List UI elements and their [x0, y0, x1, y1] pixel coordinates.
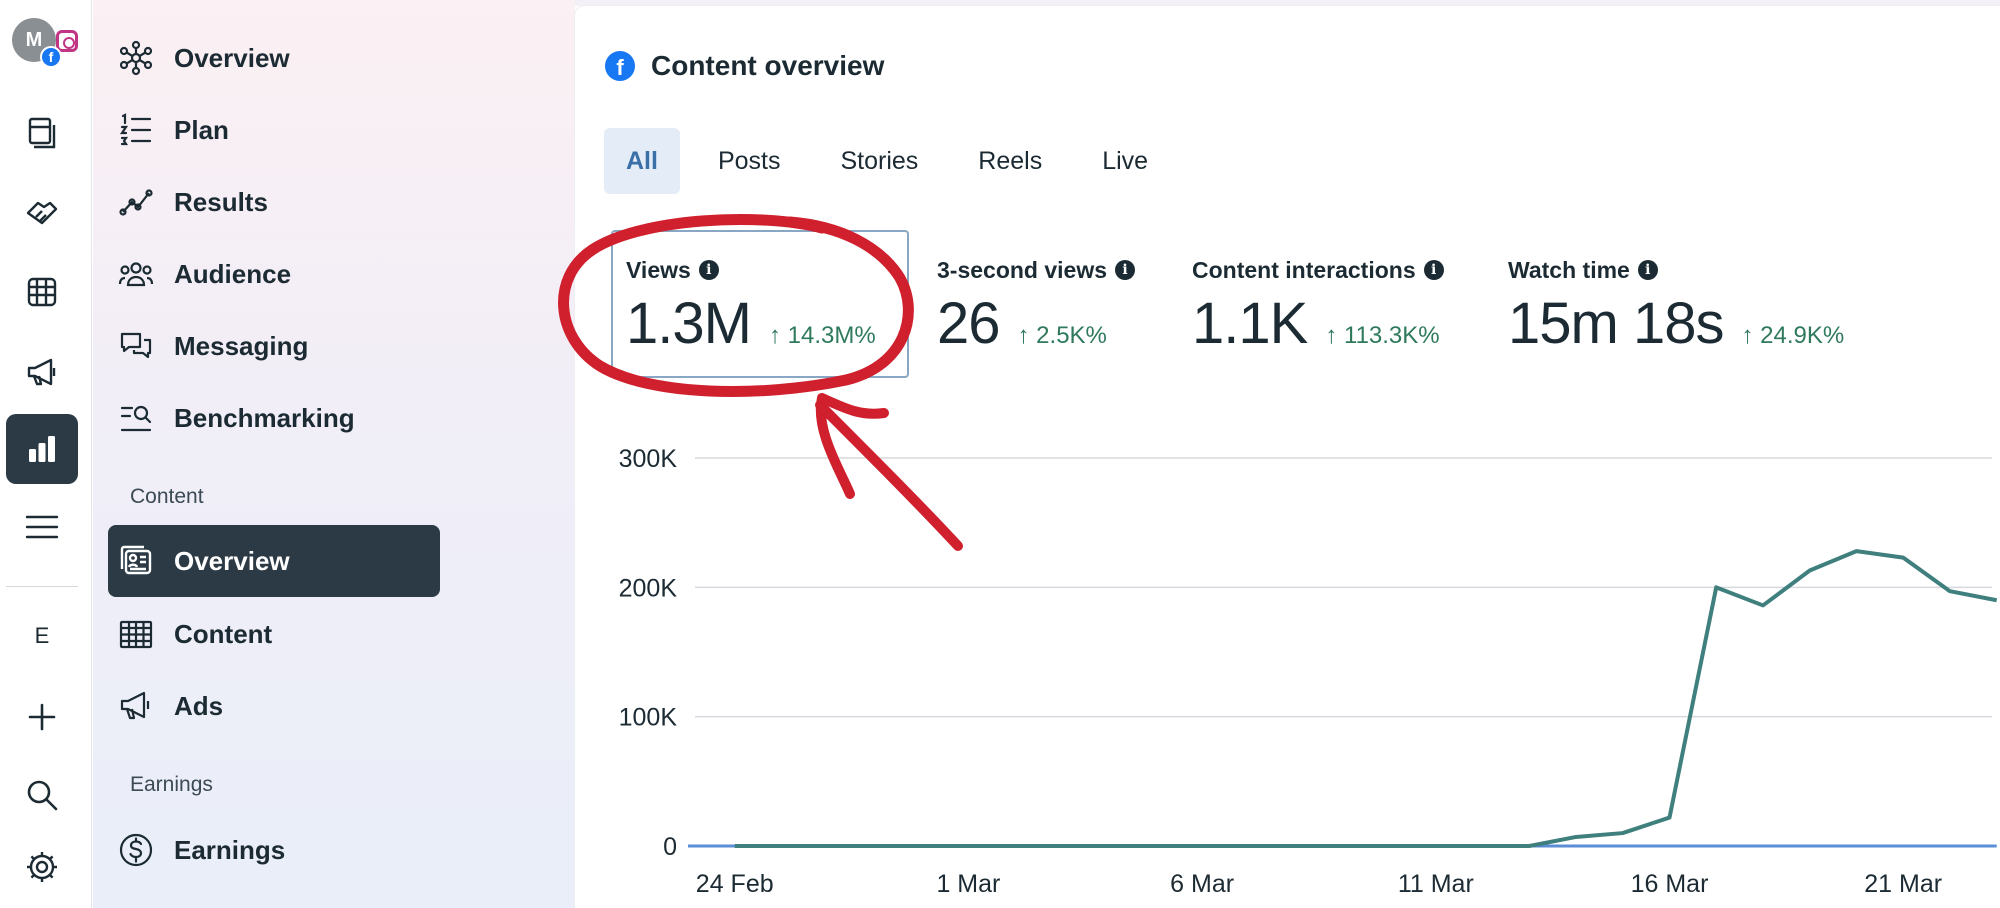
- bar-chart-icon: [29, 436, 55, 462]
- metric-card-watch-time[interactable]: Watch time i 15m 18s ↑ 24.9K%: [1508, 234, 1844, 382]
- sidebar-item-label: Benchmarking: [174, 402, 355, 433]
- sidebar-item-label: Overview: [174, 545, 290, 576]
- line-trend-icon: [116, 182, 156, 222]
- people-icon: [116, 254, 156, 294]
- metric-card-3-second-views[interactable]: 3-second views i 26 ↑ 2.5K%: [937, 234, 1136, 382]
- x-tick-label: 16 Mar: [1631, 870, 1709, 898]
- sidebar-item-label: Ads: [174, 690, 224, 721]
- network-icon: [116, 38, 156, 78]
- tab-reels[interactable]: Reels: [978, 146, 1043, 175]
- top-strip: [575, 0, 2000, 6]
- search-icon: [27, 780, 58, 811]
- sidebar-item-label: Audience: [174, 258, 292, 289]
- info-icon[interactable]: i: [1637, 260, 1658, 280]
- sidebar-item-content[interactable]: Content: [108, 598, 440, 670]
- tab-live[interactable]: Live: [1102, 146, 1149, 175]
- metric-card-views[interactable]: Views i 1.3M ↑ 14.3M%: [611, 230, 909, 378]
- sidebar-section-earnings: Earnings: [130, 773, 213, 796]
- page-title-text: Content overview: [651, 50, 885, 81]
- metric-label: Views i: [626, 252, 907, 288]
- megaphone-icon: [27, 358, 56, 386]
- y-tick-label: 0: [663, 833, 677, 861]
- sidebar-item-content-overview[interactable]: Overview: [108, 525, 440, 597]
- hamburger-menu-icon: [25, 515, 59, 539]
- sidebar-item-benchmarking[interactable]: Benchmarking: [108, 382, 440, 454]
- views-line-chart: 0 100K 200K 300K 24 Feb 1 Mar 6 Mar 11 Mar 16 Ma…: [619, 445, 1998, 898]
- pages-icon: [28, 117, 56, 149]
- rail-divider: [6, 586, 78, 587]
- rail-partnerships-button[interactable]: [6, 178, 78, 248]
- chat-bubbles-icon: [116, 326, 156, 366]
- sidebar-item-label: Results: [174, 186, 268, 217]
- facebook-icon: f: [40, 46, 62, 68]
- metric-change: ↑ 24.9K%: [1741, 322, 1845, 349]
- sidebar-item-label: Messaging: [174, 330, 309, 361]
- tab-all[interactable]: All: [604, 128, 680, 194]
- global-nav-rail: M f E: [0, 0, 92, 908]
- rail-settings-button[interactable]: [6, 832, 78, 902]
- x-tick-label: 1 Mar: [936, 870, 1000, 898]
- dollar-circle-icon: [116, 830, 156, 870]
- rail-menu-button[interactable]: [6, 492, 78, 562]
- info-icon[interactable]: i: [1423, 260, 1444, 280]
- info-icon[interactable]: i: [698, 260, 719, 280]
- metric-label: Watch time i: [1508, 252, 1844, 288]
- x-tick-label: 21 Mar: [1864, 870, 1942, 898]
- x-tick-label: 6 Mar: [1170, 870, 1234, 898]
- sidebar-item-label: Content: [174, 618, 273, 649]
- metric-value: 15m 18s: [1508, 291, 1724, 356]
- metric-change: ↑ 113.3K%: [1325, 322, 1440, 349]
- y-tick-label: 300K: [619, 445, 678, 473]
- rail-calendar-button[interactable]: [6, 257, 78, 327]
- megaphone-icon: [116, 686, 156, 726]
- rail-insights-button[interactable]: [6, 414, 78, 484]
- sidebar-item-results[interactable]: Results: [108, 166, 440, 238]
- insights-sidebar: [93, 0, 575, 908]
- facebook-icon: f: [605, 51, 635, 81]
- metric-change: ↑ 2.5K%: [1017, 322, 1107, 349]
- rail-search-button[interactable]: [6, 760, 78, 830]
- sidebar-item-overview[interactable]: Overview: [108, 22, 440, 94]
- sidebar-item-label: Earnings: [174, 834, 286, 865]
- rail-create-button[interactable]: [6, 682, 78, 752]
- gear-icon: [27, 852, 57, 882]
- metric-change: ↑ 14.3M%: [768, 322, 876, 349]
- instagram-icon: [56, 30, 78, 52]
- page-title: f Content overview: [605, 50, 884, 82]
- info-icon[interactable]: i: [1115, 260, 1136, 280]
- metric-card-content-interactions[interactable]: Content interactions i 1.1K ↑ 113.3K%: [1192, 234, 1444, 382]
- table-grid-icon: [27, 277, 57, 307]
- tab-stories[interactable]: Stories: [840, 146, 919, 175]
- metric-label: 3-second views i: [937, 252, 1136, 288]
- y-tick-label: 100K: [619, 704, 678, 732]
- x-tick-label: 24 Feb: [696, 870, 774, 898]
- benchmark-search-icon: [116, 398, 156, 438]
- metric-value: 1.3M: [626, 291, 752, 356]
- sidebar-item-label: Plan: [174, 114, 229, 145]
- sidebar-item-label: Overview: [174, 42, 290, 73]
- account-switcher[interactable]: M f: [10, 8, 78, 68]
- sidebar-item-messaging[interactable]: Messaging: [108, 310, 440, 382]
- plus-icon: [28, 703, 56, 731]
- sidebar-item-audience[interactable]: Audience: [108, 238, 440, 310]
- sidebar-item-plan[interactable]: Plan: [108, 94, 440, 166]
- table-icon: [116, 614, 156, 654]
- handshake-icon: [26, 201, 58, 225]
- sidebar-section-content: Content: [130, 485, 204, 508]
- metric-value: 26: [937, 291, 1001, 356]
- series-line-views: [734, 549, 1998, 848]
- rail-profile-initial[interactable]: E: [34, 623, 50, 648]
- sidebar-item-earnings[interactable]: Earnings: [108, 814, 440, 886]
- y-tick-label: 200K: [619, 574, 678, 602]
- metric-label: Content interactions i: [1192, 252, 1444, 288]
- content-type-tabs: All Posts Stories Reels Live: [604, 128, 1186, 194]
- tab-posts[interactable]: Posts: [717, 146, 781, 175]
- content-cards-icon: [116, 541, 156, 581]
- x-tick-label: 11 Mar: [1398, 870, 1474, 898]
- numbered-list-icon: [116, 110, 156, 150]
- sidebar-item-ads[interactable]: Ads: [108, 670, 440, 742]
- rail-ads-button[interactable]: [6, 337, 78, 407]
- metric-value: 1.1K: [1192, 291, 1308, 356]
- rail-posts-button[interactable]: [6, 98, 78, 168]
